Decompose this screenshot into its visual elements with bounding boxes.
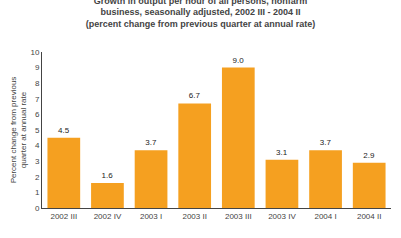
svg-text:8: 8 [35, 79, 40, 88]
svg-text:3.7: 3.7 [145, 138, 157, 147]
svg-text:1: 1 [35, 188, 40, 197]
svg-text:2002 IV: 2002 IV [94, 212, 122, 221]
svg-text:2003 II: 2003 II [182, 212, 206, 221]
svg-text:6.7: 6.7 [189, 91, 201, 100]
svg-text:2002 III: 2002 III [50, 212, 77, 221]
svg-text:3.1: 3.1 [276, 148, 288, 157]
svg-text:7: 7 [35, 95, 40, 104]
svg-text:5: 5 [35, 126, 40, 135]
svg-text:9: 9 [35, 63, 40, 72]
svg-text:4.5: 4.5 [58, 126, 70, 135]
svg-text:Growth in output per hour of a: Growth in output per hour of all persons… [86, 0, 316, 29]
svg-text:Percent change from previousqu: Percent change from previousquarter at a… [9, 77, 28, 184]
svg-text:2.9: 2.9 [363, 151, 375, 160]
svg-text:2003 I: 2003 I [140, 212, 162, 221]
svg-text:3.7: 3.7 [320, 138, 332, 147]
svg-text:2003 IV: 2003 IV [268, 212, 296, 221]
svg-text:10: 10 [30, 48, 39, 57]
svg-text:4: 4 [35, 141, 40, 150]
svg-text:2004 II: 2004 II [357, 212, 381, 221]
svg-text:0: 0 [35, 204, 40, 213]
svg-text:6: 6 [35, 110, 40, 119]
svg-text:2: 2 [35, 173, 40, 182]
svg-text:1.6: 1.6 [102, 171, 114, 180]
svg-text:2003 III: 2003 III [225, 212, 252, 221]
svg-text:3: 3 [35, 157, 40, 166]
svg-text:2004 I: 2004 I [314, 212, 336, 221]
svg-text:9.0: 9.0 [232, 56, 244, 65]
